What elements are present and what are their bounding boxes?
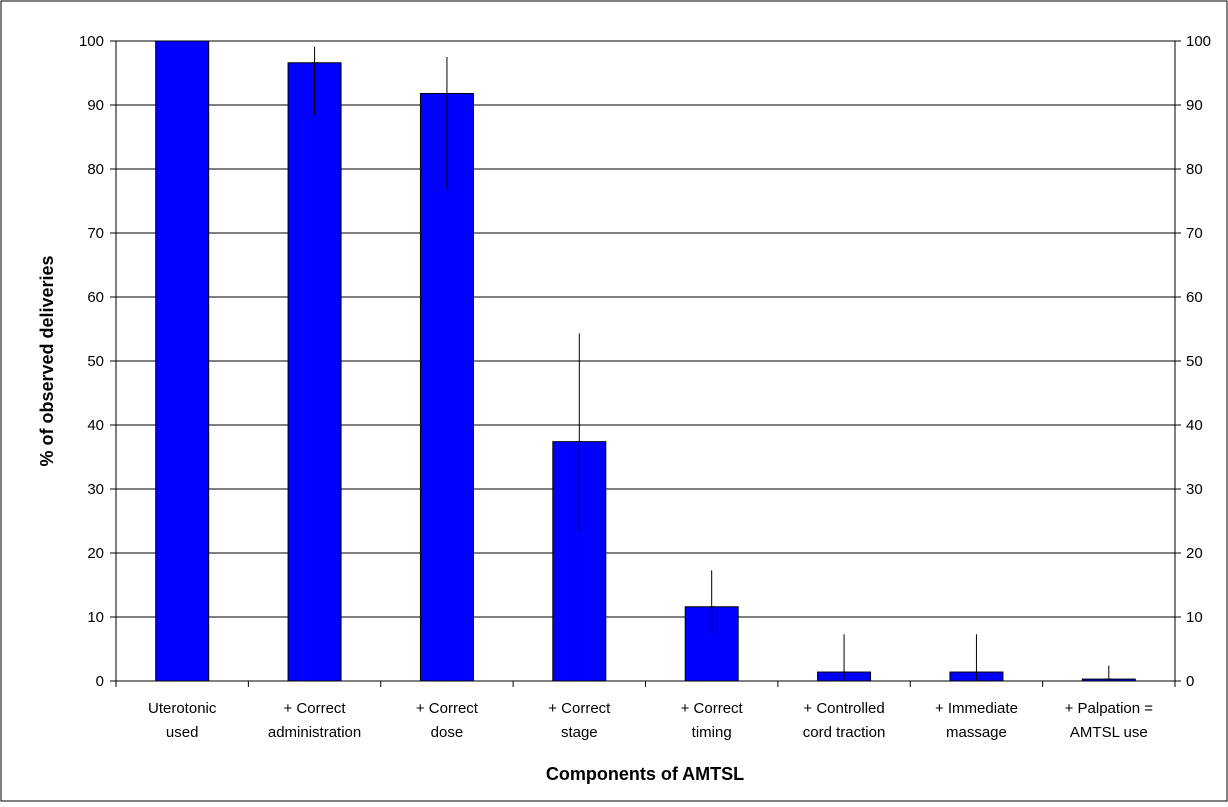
category-label-line: + Immediate [935, 700, 1018, 717]
y-tick-label-left-40: 40 [87, 417, 104, 434]
category-label-5: + Controlled cord traction [803, 700, 886, 741]
y-tick-label-left-0: 0 [96, 673, 104, 690]
y-tick-label-left-20: 20 [87, 545, 104, 562]
y-tick-label-left-10: 10 [87, 609, 104, 626]
category-label-line: AMTSL use [1070, 724, 1148, 741]
y-tick-label-right-20: 20 [1186, 545, 1203, 562]
category-label-3: + Correct stage [548, 700, 611, 741]
y-tick-label-right-30: 30 [1186, 481, 1203, 498]
x-axis-title: Components of AMTSL [546, 764, 744, 784]
y-tick-label-left-60: 60 [87, 289, 104, 306]
y-tick-label-left-90: 90 [87, 97, 104, 114]
y-tick-label-right-90: 90 [1186, 97, 1203, 114]
y-tick-label-left-50: 50 [87, 353, 104, 370]
y-tick-label-right-40: 40 [1186, 417, 1203, 434]
category-label-line: timing [692, 724, 732, 741]
category-label-line: used [166, 724, 199, 741]
y-tick-label-right-100: 100 [1186, 33, 1211, 50]
y-tick-label-right-10: 10 [1186, 609, 1203, 626]
y-axis-title: % of observed deliveries [37, 255, 57, 466]
bar-1 [287, 62, 342, 682]
category-label-line: stage [561, 724, 598, 741]
category-label-line: + Controlled [803, 700, 884, 717]
category-label-line: cord traction [803, 724, 886, 741]
category-label-line: Uterotonic [148, 700, 217, 717]
y-tick-label-left-80: 80 [87, 161, 104, 178]
category-label-1: + Correct administration [268, 700, 361, 741]
y-tick-label-left-100: 100 [79, 33, 104, 50]
y-tick-label-left-70: 70 [87, 225, 104, 242]
category-label-line: dose [431, 724, 464, 741]
error-bars [179, 40, 1112, 681]
category-label-2: + Correct dose [416, 700, 479, 741]
y-tick-label-left-30: 30 [87, 481, 104, 498]
category-label-line: + Palpation = [1065, 700, 1154, 717]
category-label-line: + Correct [681, 700, 744, 717]
y-tick-label-right-80: 80 [1186, 161, 1203, 178]
category-label-7: + Palpation = AMTSL use [1065, 700, 1154, 741]
category-label-4: + Correct timing [681, 700, 744, 741]
category-label-6: + Immediate massage [935, 700, 1018, 741]
y-tick-label-right-60: 60 [1186, 289, 1203, 306]
category-label-line: + Correct [284, 700, 347, 717]
category-label-line: administration [268, 724, 361, 741]
category-label-line: massage [946, 724, 1007, 741]
tick-labels: 0 0 10 10 20 20 30 30 40 40 50 50 60 60 70 70 80 80 90 90 10… [79, 33, 1211, 741]
bar-0 [155, 40, 210, 682]
category-label-line: + Correct [416, 700, 479, 717]
category-label-line: + Correct [548, 700, 611, 717]
axes [110, 40, 1181, 687]
y-tick-label-right-50: 50 [1186, 353, 1203, 370]
y-tick-label-right-0: 0 [1186, 673, 1194, 690]
category-label-0: Uterotonic used [148, 700, 217, 741]
bar-2 [419, 92, 474, 682]
y-tick-label-right-70: 70 [1186, 225, 1203, 242]
